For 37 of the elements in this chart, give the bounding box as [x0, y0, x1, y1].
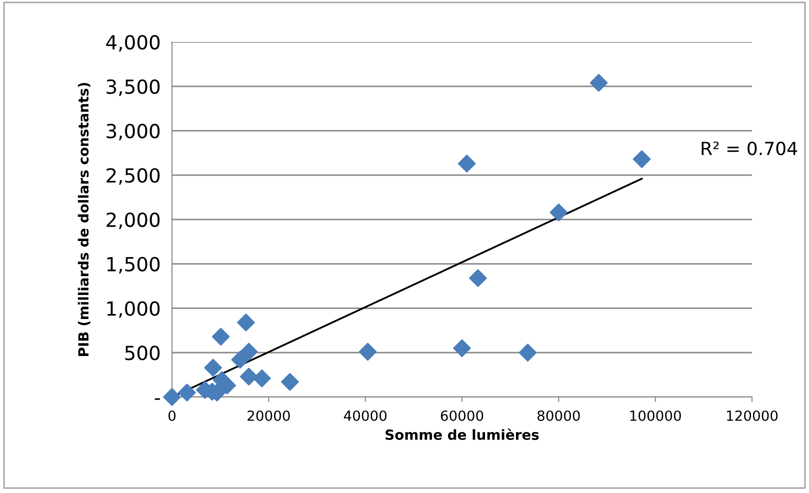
- x-tick-label: 80000: [538, 410, 580, 421]
- point: [458, 154, 476, 172]
- point: [231, 350, 250, 369]
- point: [212, 328, 230, 346]
- point: [358, 342, 377, 361]
- y-tick-label: -: [154, 398, 160, 400]
- x-tick-label: 20000: [248, 410, 290, 421]
- point: [204, 358, 222, 377]
- point: [281, 373, 299, 391]
- point: [163, 388, 181, 406]
- x-tick-label: 0: [168, 410, 176, 421]
- point: [550, 203, 568, 222]
- point: [178, 384, 196, 402]
- point: [590, 74, 608, 92]
- point: [252, 369, 271, 388]
- y-tick-label: 1,500: [107, 256, 160, 274]
- point: [237, 314, 255, 332]
- y-tick-label: 2,500: [106, 168, 160, 185]
- y-tick-label: 1,000: [107, 301, 160, 318]
- point: [632, 150, 651, 168]
- point: [469, 269, 487, 287]
- y-tick-label: 500: [125, 346, 160, 360]
- point: [240, 342, 258, 361]
- x-tick-label: 120000: [727, 410, 778, 421]
- y-tick-label: 2,000: [106, 212, 160, 230]
- y-tick-label: 3,500: [106, 79, 160, 96]
- y-axis-title: PIB (milliards de dollars constants): [78, 82, 90, 356]
- x-tick-label: 40000: [344, 410, 386, 421]
- y-tick-label: 3,000: [106, 124, 160, 140]
- annotation: R² = 0.704: [702, 142, 798, 156]
- x-tick-label: 100000: [630, 410, 681, 421]
- point: [240, 368, 258, 386]
- y-tick-label: 4,000: [106, 34, 160, 52]
- x-axis-title: Somme de lumières: [386, 428, 539, 440]
- point: [453, 339, 471, 358]
- x-tick-label: 60000: [440, 410, 484, 421]
- point: [518, 344, 537, 362]
